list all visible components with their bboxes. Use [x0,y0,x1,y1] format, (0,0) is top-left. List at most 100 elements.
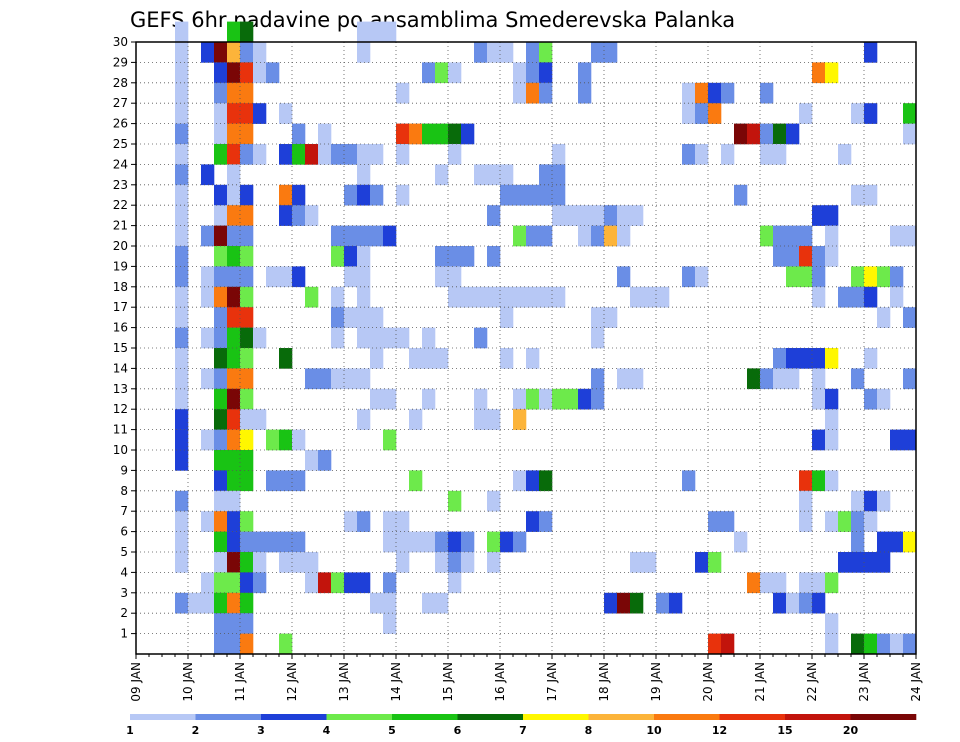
precip-cell [305,205,319,226]
precip-cell [383,225,397,247]
colorbar-swatch [654,714,720,720]
precip-cell [474,164,488,186]
precip-cell [214,348,228,369]
precip-cell [448,531,462,553]
precip-cell [240,21,254,43]
precip-cell [214,103,228,124]
precip-cell [175,286,189,308]
precip-cell [344,368,358,390]
y-axis-ticks: 1234567891011121314151617181920212223242… [113,35,136,641]
colorbar-swatch [850,714,917,720]
precip-cell [877,266,891,288]
precip-cell [864,184,878,206]
precip-cell [526,184,540,206]
precip-cell [786,592,800,614]
precip-cell [240,205,254,226]
precip-cell [617,205,631,226]
precip-cell [500,42,514,63]
precip-cell [513,184,527,206]
precip-cell [760,368,774,390]
precip-cell [903,225,917,247]
precip-cell [565,388,579,410]
precip-cell [331,286,345,308]
colorbar-swatch [719,714,786,720]
precip-cell [435,123,449,145]
precip-cell [331,225,345,247]
precip-cell [344,572,358,594]
colorbar-swatch [261,714,327,720]
precip-cell [227,470,241,492]
precip-cell [539,225,553,247]
precip-cell [838,511,852,532]
precip-cell [253,572,267,594]
precip-cell [305,450,319,471]
precip-cell [227,246,241,267]
precip-cell [344,144,358,165]
precip-cell [409,470,423,492]
precip-cell [552,205,566,226]
precip-cell [812,348,826,369]
y-tick-label: 15 [113,341,128,355]
precip-cell [812,205,826,226]
precip-cell [864,42,878,63]
precip-cell [227,184,241,206]
precip-cell [513,62,527,84]
precip-cell [175,266,189,288]
precip-cell [292,429,306,451]
x-tick-label: 24 JAN [909,662,923,702]
precip-cell [396,144,410,165]
colorbar-label: 10 [646,724,662,737]
y-tick-label: 23 [113,178,128,192]
precip-cell [526,62,540,84]
precip-cell [890,633,904,655]
precip-cell [799,246,813,267]
precip-cell [344,511,358,532]
precip-cell [227,368,241,390]
precip-cell [812,470,826,492]
precip-cell [539,388,553,410]
precip-cell [591,327,605,349]
precip-cell [253,552,267,573]
precip-cell [578,82,592,104]
colorbar-label: 6 [454,724,462,737]
precip-cell [799,490,813,512]
precip-cell [175,348,189,369]
precip-cell [526,225,540,247]
precip-cell [214,470,228,492]
precip-cell [214,490,228,512]
precip-cell [214,246,228,267]
precip-cell [825,246,839,267]
precip-cell [305,572,319,594]
x-tick-label: 22 JAN [805,662,819,702]
precip-cell [357,307,371,328]
precip-cell [344,184,358,206]
precip-cell [578,205,592,226]
precip-cell [279,205,293,226]
precip-cell [214,531,228,553]
precip-cell [682,266,696,288]
precip-cell [656,592,670,614]
precip-cell [799,266,813,288]
precip-cell [383,531,397,553]
precip-cell [370,225,384,247]
precip-cell [201,42,215,63]
precip-cell [227,103,241,124]
precip-cell [526,470,540,492]
precip-cell [305,144,319,165]
precip-cell [591,388,605,410]
y-tick-label: 26 [113,117,128,131]
precip-cell [474,409,488,430]
colorbar: 1 2 3 4 5 6 7 8 10 12 15 20 [126,714,917,737]
y-tick-label: 8 [120,484,128,498]
y-tick-label: 4 [120,565,128,579]
y-tick-label: 16 [113,321,128,335]
precip-cell [799,225,813,247]
precip-cell [838,552,852,573]
precip-cell [708,103,722,124]
colorbar-label: 4 [323,724,331,737]
precip-cell [773,572,787,594]
precip-cell [383,572,397,594]
y-tick-label: 6 [120,525,128,539]
colorbar-label: 20 [843,724,859,737]
